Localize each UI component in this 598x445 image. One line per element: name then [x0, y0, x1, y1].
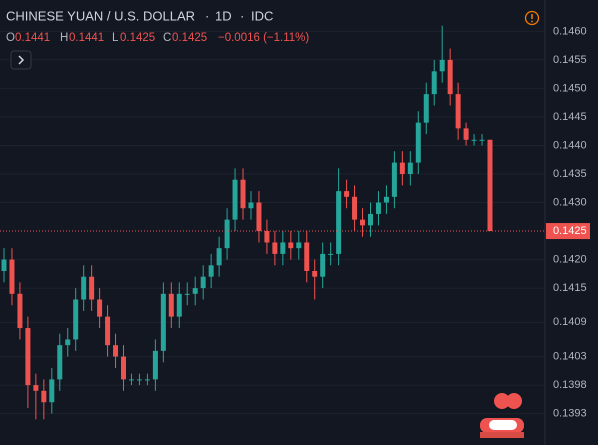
- y-tick-label: 0.1450: [553, 82, 587, 94]
- separator: ·: [240, 8, 244, 23]
- candle-body: [89, 276, 95, 300]
- low-label: L: [112, 32, 119, 44]
- candle-body: [81, 276, 87, 300]
- candle-body: [320, 253, 326, 277]
- close-value: 0.1425: [172, 32, 207, 44]
- candle-body: [57, 345, 63, 380]
- y-tick-label: 0.1435: [553, 168, 587, 180]
- change: −0.0016 (−1.11%): [218, 32, 309, 44]
- candle-body: [25, 328, 31, 386]
- source: IDC: [251, 8, 273, 23]
- candle-body: [344, 191, 350, 197]
- candle-body: [312, 270, 318, 277]
- candle-body: [49, 379, 55, 403]
- candle-body: [176, 293, 182, 317]
- separator: ·: [205, 8, 209, 23]
- candle-body: [407, 162, 413, 175]
- alert-icon[interactable]: [524, 10, 540, 26]
- ohlc-legend: O 0.1441 H 0.1441 L 0.1425 C 0.1425 −0.0…: [6, 32, 309, 44]
- y-tick-label: 0.1403: [553, 350, 587, 362]
- open-value: 0.1441: [15, 32, 50, 44]
- y-tick-label: 0.1415: [553, 282, 587, 294]
- candle-body: [479, 139, 485, 141]
- candle-body: [399, 162, 405, 175]
- candle-body: [1, 259, 7, 271]
- y-tick-label: 0.1455: [553, 54, 587, 66]
- candle-body: [208, 265, 214, 277]
- candle-body: [367, 213, 373, 226]
- candle-body: [256, 202, 262, 232]
- candle-body: [224, 219, 230, 249]
- candle-body: [264, 231, 270, 243]
- candle-body: [192, 288, 198, 294]
- candle-body: [128, 379, 134, 381]
- candle-body: [375, 202, 381, 214]
- candle-body: [487, 139, 493, 232]
- candle-body: [160, 293, 166, 351]
- candle-body: [304, 242, 310, 271]
- close-label: C: [163, 32, 171, 44]
- candle-body: [447, 59, 453, 95]
- low-value: 0.1425: [120, 32, 155, 44]
- candle-body: [216, 248, 222, 266]
- candle-body: [431, 71, 437, 95]
- candle-body: [152, 350, 158, 380]
- open-label: O: [6, 32, 15, 44]
- grid: [0, 30, 545, 415]
- candle-body: [280, 242, 286, 254]
- candle-body: [248, 202, 254, 209]
- candle-body: [423, 94, 429, 123]
- candle-body: [136, 379, 142, 381]
- candle-body: [113, 345, 119, 357]
- candle-body: [232, 179, 238, 220]
- candle-body: [288, 242, 294, 249]
- y-tick-label: 0.1430: [553, 196, 587, 208]
- candle-body: [65, 339, 71, 346]
- high-value: 0.1441: [69, 32, 104, 44]
- candle-body: [97, 299, 103, 317]
- y-tick-label: 0.1420: [553, 253, 587, 265]
- candle-body: [360, 219, 366, 226]
- candle-body: [471, 139, 477, 141]
- candle-body: [352, 196, 358, 220]
- candle-body: [168, 293, 174, 317]
- y-tick-label: 0.1445: [553, 111, 587, 123]
- candle-body: [415, 122, 421, 163]
- candle-body: [33, 385, 39, 391]
- candle-body: [296, 242, 302, 249]
- candle-body: [336, 191, 342, 254]
- y-tick-label: 0.1393: [553, 408, 587, 420]
- candle-body: [328, 253, 334, 255]
- candle-body: [439, 59, 445, 72]
- candle-body: [105, 316, 111, 346]
- plot: [0, 25, 545, 420]
- candle-body: [9, 259, 15, 294]
- candle-body: [17, 293, 23, 329]
- candle-body: [144, 379, 150, 381]
- candle-body: [121, 356, 127, 380]
- candle-body: [73, 299, 79, 340]
- candle-body: [240, 179, 246, 209]
- last-price-box: [546, 223, 590, 240]
- candle-body: [272, 242, 278, 254]
- candle-body: [383, 196, 389, 203]
- candle-body: [391, 162, 397, 197]
- events-icons[interactable]: [480, 393, 524, 438]
- candle-body: [184, 293, 190, 295]
- y-tick-label: 0.1409: [553, 316, 587, 328]
- high-label: H: [60, 32, 68, 44]
- interval: 1D: [215, 8, 232, 23]
- candle-body: [463, 128, 469, 140]
- candle-body: [200, 276, 206, 289]
- collapse-button[interactable]: [10, 50, 32, 70]
- y-tick-label: 0.1398: [553, 379, 587, 391]
- y-tick-label: 0.1440: [553, 139, 587, 151]
- y-tick-label: 0.1460: [553, 25, 587, 37]
- candle-body: [455, 94, 461, 129]
- chart-title: CHINESE YUAN / U.S. DOLLAR: [6, 8, 195, 23]
- last-price-label: 0.1425: [553, 225, 587, 237]
- candle-body: [41, 390, 47, 403]
